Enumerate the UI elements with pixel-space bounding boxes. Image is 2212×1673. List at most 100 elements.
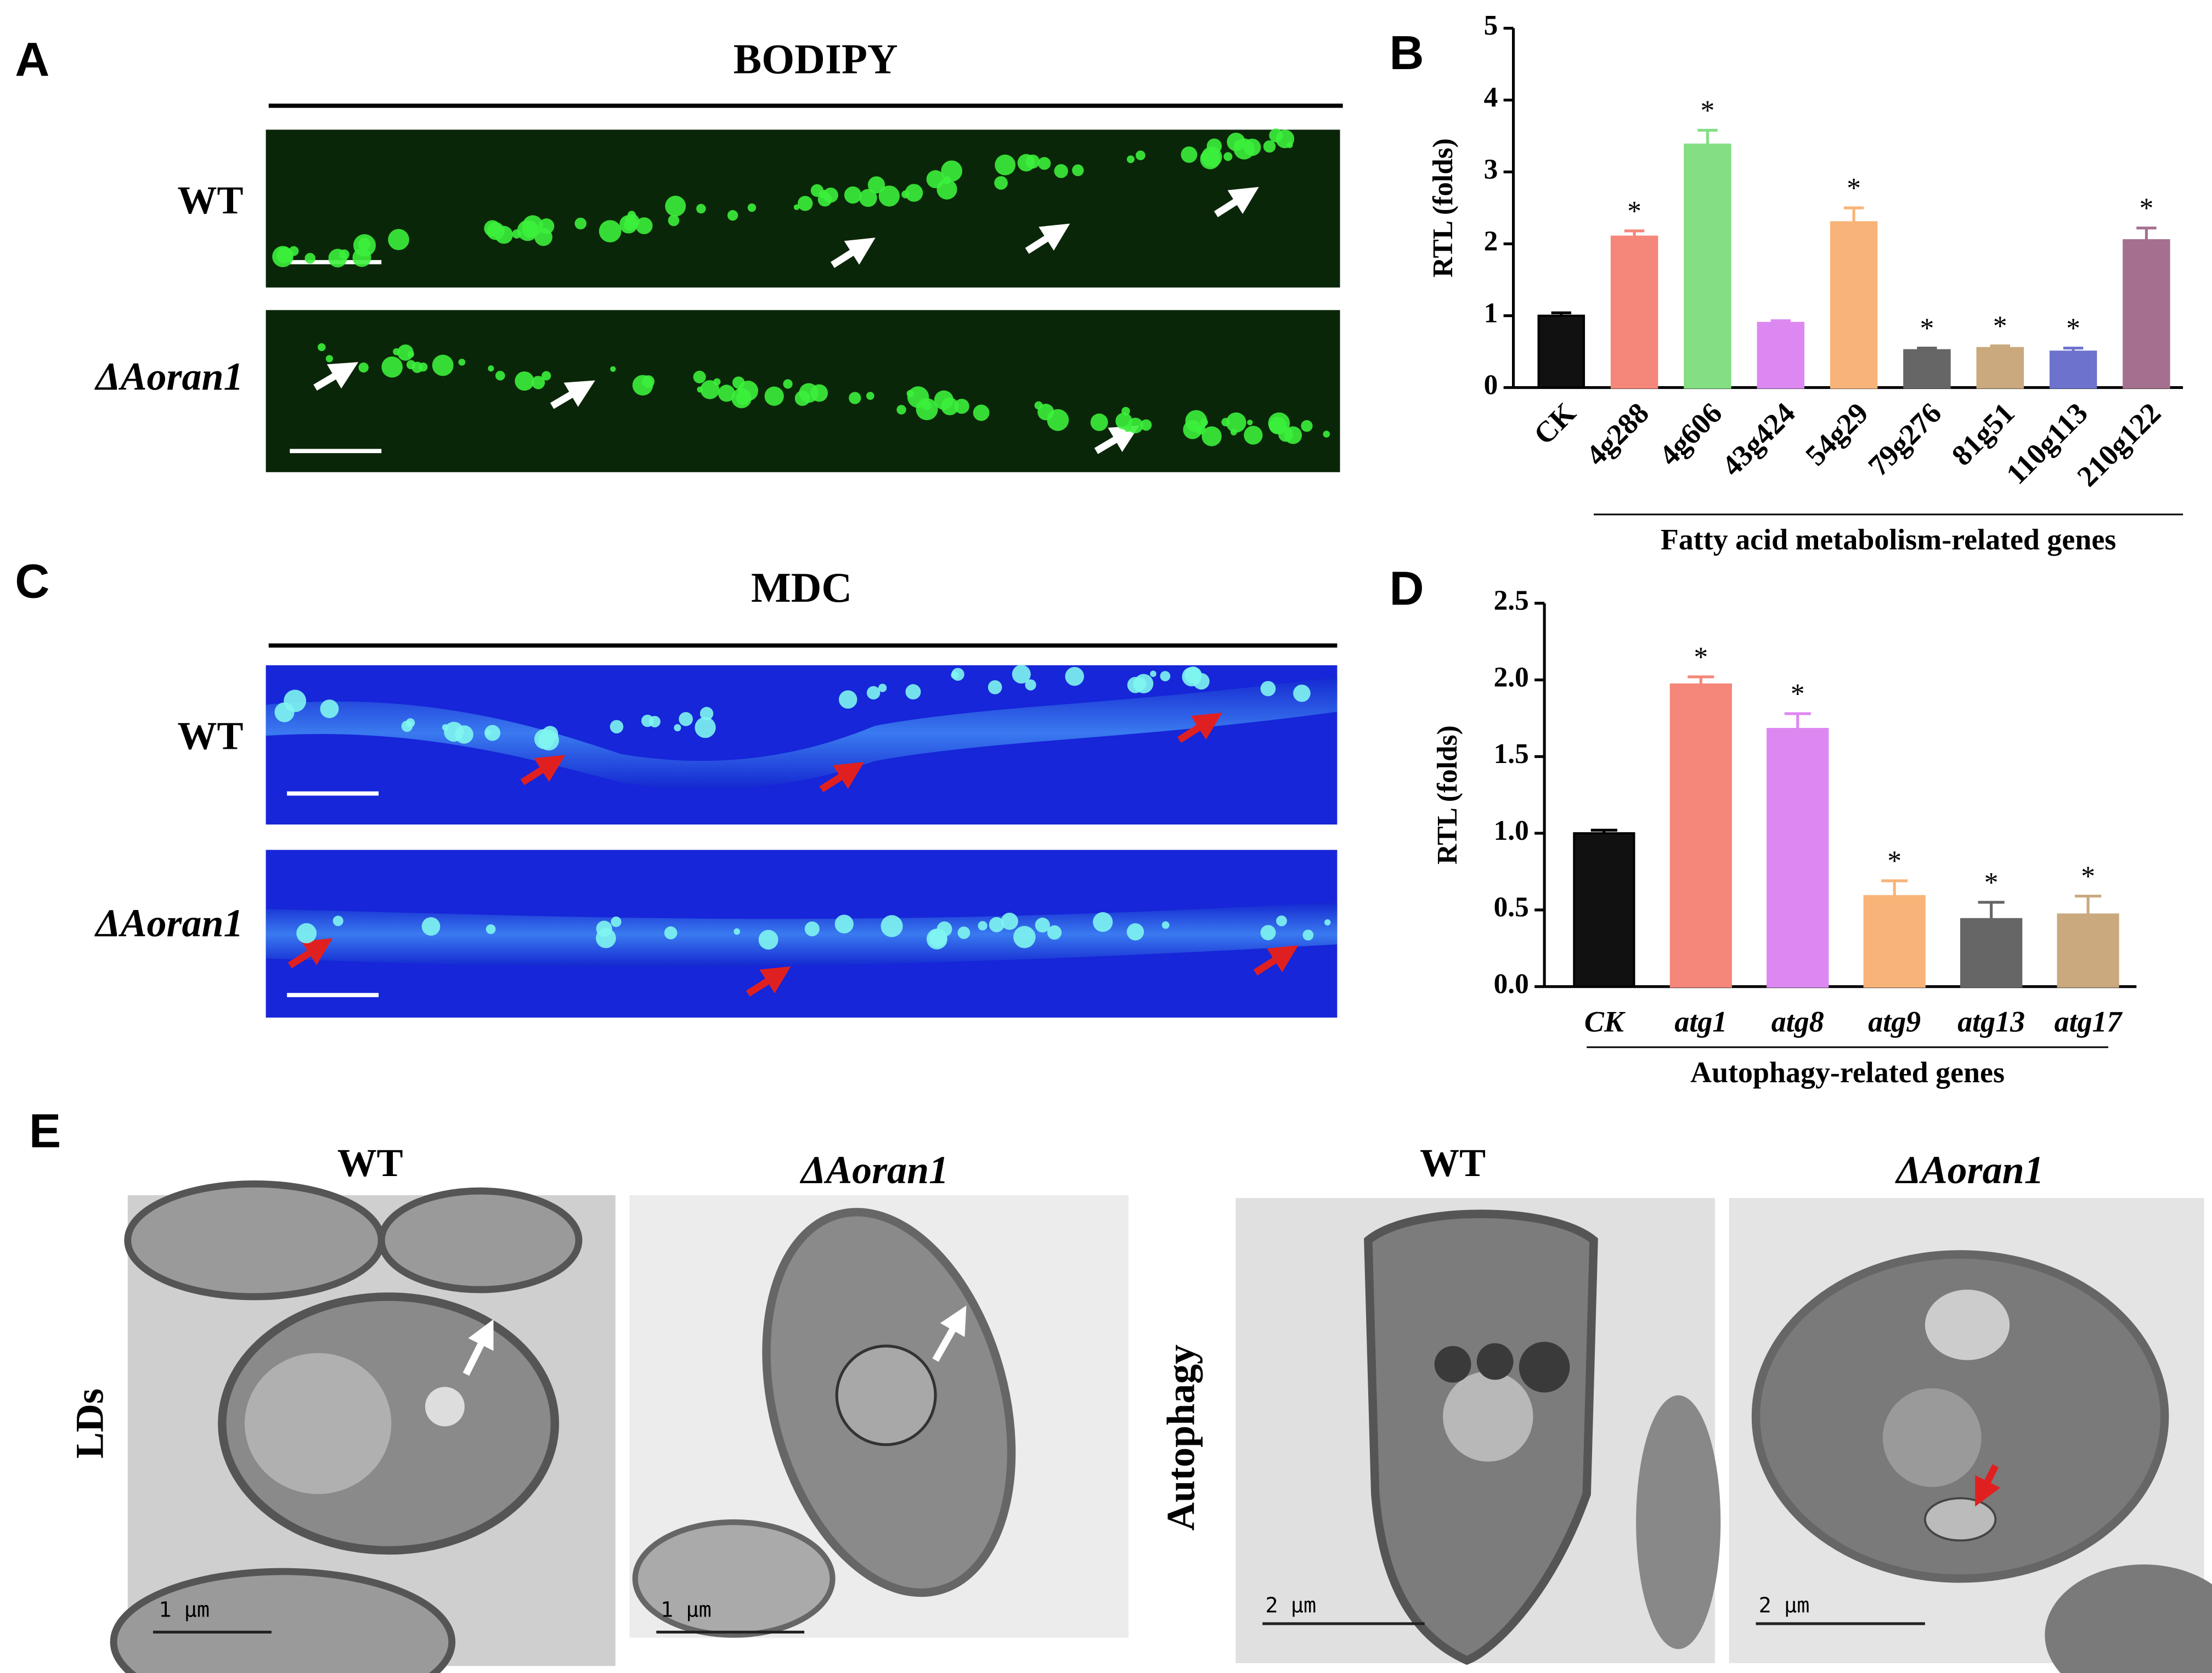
significance-mark: * — [2140, 193, 2154, 224]
droplet — [973, 404, 990, 421]
bar — [1684, 143, 1731, 389]
error-bar — [1843, 206, 1864, 223]
droplet — [444, 721, 464, 742]
significance-mark: * — [1791, 679, 1805, 710]
error-bar — [1697, 128, 1718, 145]
droplet — [878, 683, 887, 692]
droplet — [696, 204, 706, 214]
droplet — [610, 720, 624, 734]
droplet — [611, 916, 622, 928]
x-tick-label: atg9 — [1868, 1005, 1921, 1038]
droplet — [838, 690, 857, 709]
panel-letter: E — [29, 1104, 61, 1158]
droplet — [941, 160, 963, 182]
droplet — [488, 365, 494, 372]
x-tick-label: 4g288 — [1579, 397, 1655, 472]
droplet — [810, 384, 828, 402]
error-bar — [1990, 344, 2010, 348]
droplet — [1323, 431, 1330, 438]
droplet — [1226, 412, 1246, 433]
bar — [1537, 314, 1585, 389]
droplet — [695, 717, 716, 738]
droplet — [732, 376, 745, 389]
panel-letter: B — [1389, 26, 1424, 80]
droplet — [484, 725, 501, 741]
droplet — [381, 356, 403, 378]
tem-image — [629, 1195, 1129, 1638]
hypha — [266, 676, 1338, 789]
droplet — [1206, 138, 1222, 154]
y-tick-label: 2.0 — [1494, 662, 1529, 693]
droplet — [823, 187, 838, 203]
droplet — [1260, 925, 1276, 941]
droplet — [866, 392, 874, 400]
droplet — [1150, 670, 1156, 677]
droplet — [1090, 413, 1108, 431]
droplet — [1136, 150, 1146, 161]
droplet — [674, 724, 681, 732]
droplet — [407, 351, 414, 358]
x-tick-label: 43g424 — [1716, 397, 1802, 483]
droplet — [1276, 915, 1287, 926]
error-bar — [1917, 346, 1937, 351]
droplet — [1047, 925, 1062, 940]
droplet — [954, 398, 969, 414]
significance-mark: * — [1847, 173, 1861, 204]
scale-label: 1 μm — [661, 1597, 712, 1622]
droplet — [1126, 923, 1144, 941]
droplet — [727, 210, 738, 221]
error-bar — [2136, 227, 2157, 240]
droplet — [1185, 410, 1207, 432]
y-tick-label: 3 — [1484, 154, 1498, 185]
droplet — [1012, 665, 1031, 684]
y-tick-label: 4 — [1484, 82, 1498, 113]
droplet — [352, 248, 371, 267]
scale-label: 1 μm — [159, 1597, 210, 1622]
droplet — [1093, 912, 1113, 932]
group-label: Fatty acid metabolism-related genes — [1661, 523, 2116, 556]
droplet — [1268, 412, 1290, 434]
droplet — [693, 370, 706, 383]
droplet — [515, 371, 534, 391]
arrows — [287, 713, 1299, 997]
droplet — [1121, 406, 1130, 416]
y-tick-label: 5 — [1484, 10, 1498, 41]
significance-mark: * — [1701, 95, 1715, 126]
bar — [2123, 239, 2170, 389]
x-tick-label: atg13 — [1957, 1005, 2025, 1038]
droplet — [486, 924, 496, 934]
y-tick-label: 2.5 — [1494, 585, 1529, 617]
bar — [2049, 351, 2097, 389]
error-bar — [1784, 712, 1811, 729]
droplet — [1037, 404, 1054, 421]
droplet — [994, 176, 1008, 190]
row-label: ΔAoran1 — [94, 354, 243, 398]
x-tick-label: 79g276 — [1861, 397, 1948, 483]
droplet — [1013, 926, 1036, 948]
x-tick-label: CK — [1527, 397, 1582, 451]
droplet — [458, 358, 466, 366]
significance-mark: * — [2081, 861, 2095, 892]
bar — [1863, 895, 1926, 988]
column-label: ΔAoran1 — [1895, 1148, 2044, 1192]
droplet — [534, 228, 552, 246]
droplet — [599, 220, 622, 242]
significance-mark: * — [1694, 642, 1708, 673]
droplet — [1200, 149, 1221, 169]
bar — [1976, 347, 2024, 389]
tem-image — [110, 1180, 616, 1673]
droplet — [442, 724, 449, 731]
column-label: ΔAoran1 — [799, 1148, 949, 1192]
error-bar — [1590, 828, 1617, 834]
droplet — [1244, 426, 1263, 445]
droplet — [284, 689, 307, 713]
droplet — [733, 928, 741, 935]
panel-letter: A — [15, 33, 49, 87]
droplet — [1124, 424, 1132, 432]
bar — [2057, 913, 2119, 988]
droplet — [1025, 679, 1036, 691]
droplet — [934, 390, 954, 410]
droplet — [793, 204, 800, 211]
droplet — [531, 376, 545, 389]
droplet — [388, 229, 409, 251]
